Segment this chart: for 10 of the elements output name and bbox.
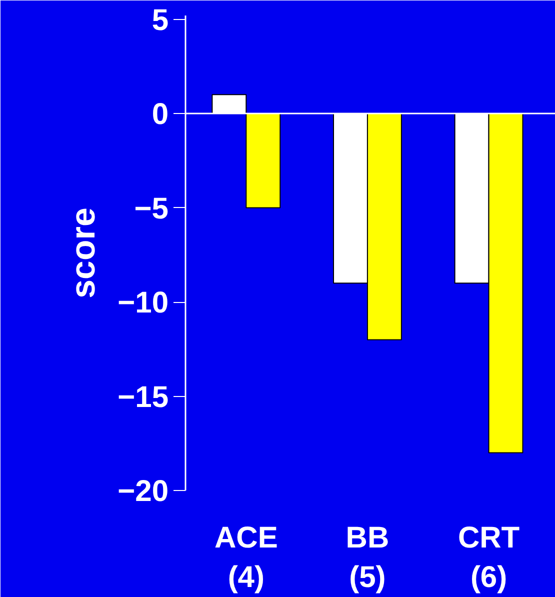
y-tick-label: 5 [152,4,169,37]
y-tick-label: −20 [118,475,168,508]
x-tick-label: BB (5) [346,522,390,594]
y-tick-label: −15 [118,380,168,414]
y-tick-label: 0 [152,98,169,132]
x-tick-label: ACE (4) [214,522,278,594]
y-tick-label: −10 [118,286,168,320]
y-tick-label: −5 [134,192,169,226]
x-tick-label: CRT (6) [458,522,520,594]
y-axis-title: score [64,208,103,298]
